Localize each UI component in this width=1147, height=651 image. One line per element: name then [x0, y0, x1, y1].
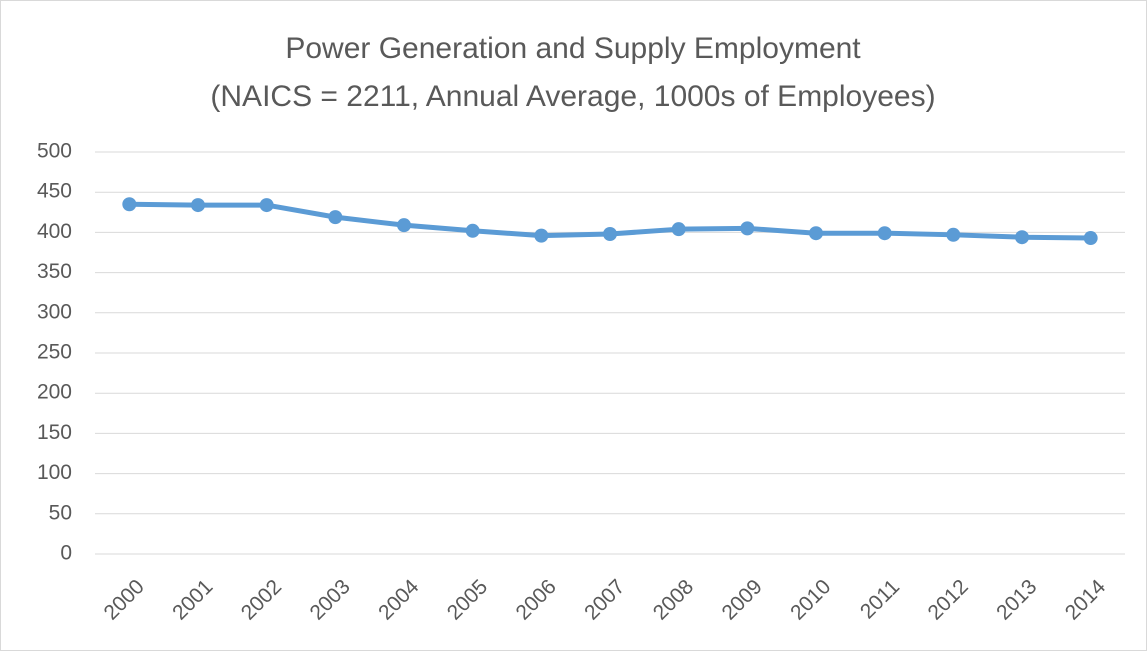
point: [328, 210, 343, 225]
chart-subtitle: (NAICS = 2211, Annual Average, 1000s of …: [210, 80, 935, 113]
point: [740, 221, 755, 236]
y-tick-label: 250: [37, 341, 72, 364]
y-tick-label: 400: [37, 220, 72, 243]
point: [877, 226, 892, 241]
point: [191, 198, 205, 213]
point: [259, 198, 274, 213]
point: [603, 227, 617, 242]
y-tick-label: 100: [37, 461, 72, 484]
y-tick-label: 150: [37, 421, 72, 444]
point: [1015, 230, 1029, 245]
point: [946, 227, 961, 242]
point: [1083, 231, 1098, 246]
y-tick-label: 500: [37, 140, 72, 163]
point: [534, 228, 549, 243]
y-tick-label: 0: [60, 542, 72, 565]
y-tick-label: 300: [37, 300, 72, 323]
point: [122, 197, 137, 212]
point: [397, 218, 411, 233]
y-tick-label: 200: [37, 381, 72, 404]
point: [671, 222, 686, 237]
y-tick-label: 450: [37, 180, 72, 203]
chart-title: Power Generation and Supply Employment: [285, 32, 861, 65]
y-tick-label: 350: [37, 260, 72, 283]
y-tick-label: 50: [49, 501, 72, 524]
point: [809, 226, 823, 241]
point: [465, 223, 480, 238]
